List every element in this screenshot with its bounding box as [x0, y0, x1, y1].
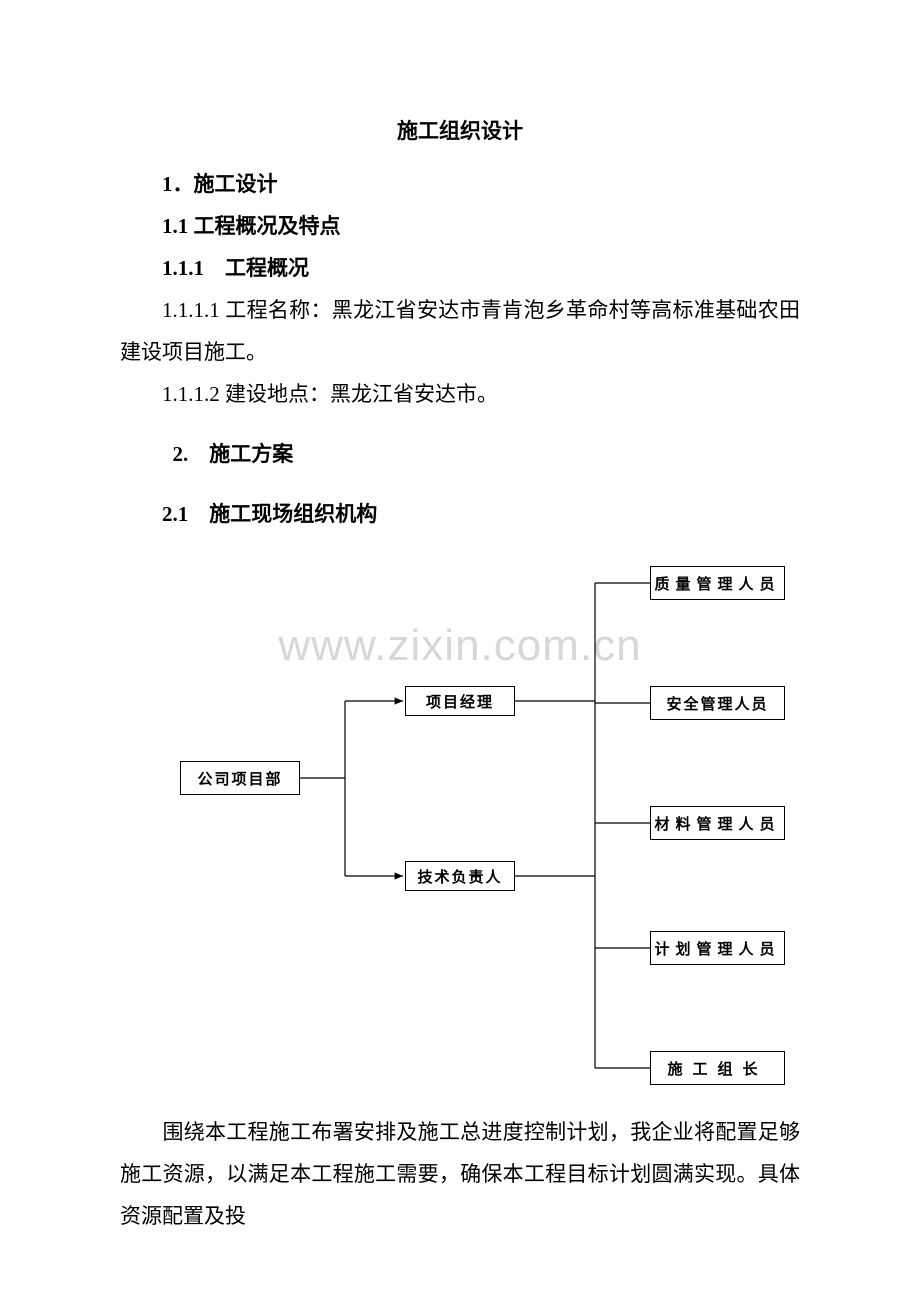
text-1-1-1-2: 1.1.1.2 建设地点：黑龙江省安达市。 — [120, 373, 800, 415]
body-paragraph-1: 围绕本工程施工布署安排及施工总进度控制计划，我企业将配置足够施工资源，以满足本工… — [120, 1111, 800, 1237]
heading-2-1: 2.1 施工现场组织机构 — [120, 493, 800, 535]
node-tech-lead: 技术负责人 — [405, 861, 515, 891]
node-material-staff: 材料管理人员 — [650, 806, 785, 840]
heading-1-1-1: 1.1.1 工程概况 — [120, 247, 800, 289]
node-team-leader: 施工组长 — [650, 1051, 785, 1085]
node-safety-staff: 安全管理人员 — [650, 686, 785, 720]
node-plan-staff: 计划管理人员 — [650, 931, 785, 965]
page-title: 施工组织设计 — [120, 115, 800, 145]
text-1-1-1-1: 1.1.1.1 工程名称：黑龙江省安达市青肯泡乡革命村等高标准基础农田建设项目施… — [120, 289, 800, 373]
node-company-dept: 公司项目部 — [180, 761, 300, 795]
heading-1: 1．施工设计 — [120, 163, 800, 205]
node-quality-staff: 质量管理人员 — [650, 566, 785, 600]
heading-1-1: 1.1 工程概况及特点 — [120, 205, 800, 247]
node-project-manager: 项目经理 — [405, 686, 515, 716]
heading-2: 2. 施工方案 — [120, 433, 800, 475]
org-chart: www.zixin.com.cn — [120, 551, 800, 1091]
